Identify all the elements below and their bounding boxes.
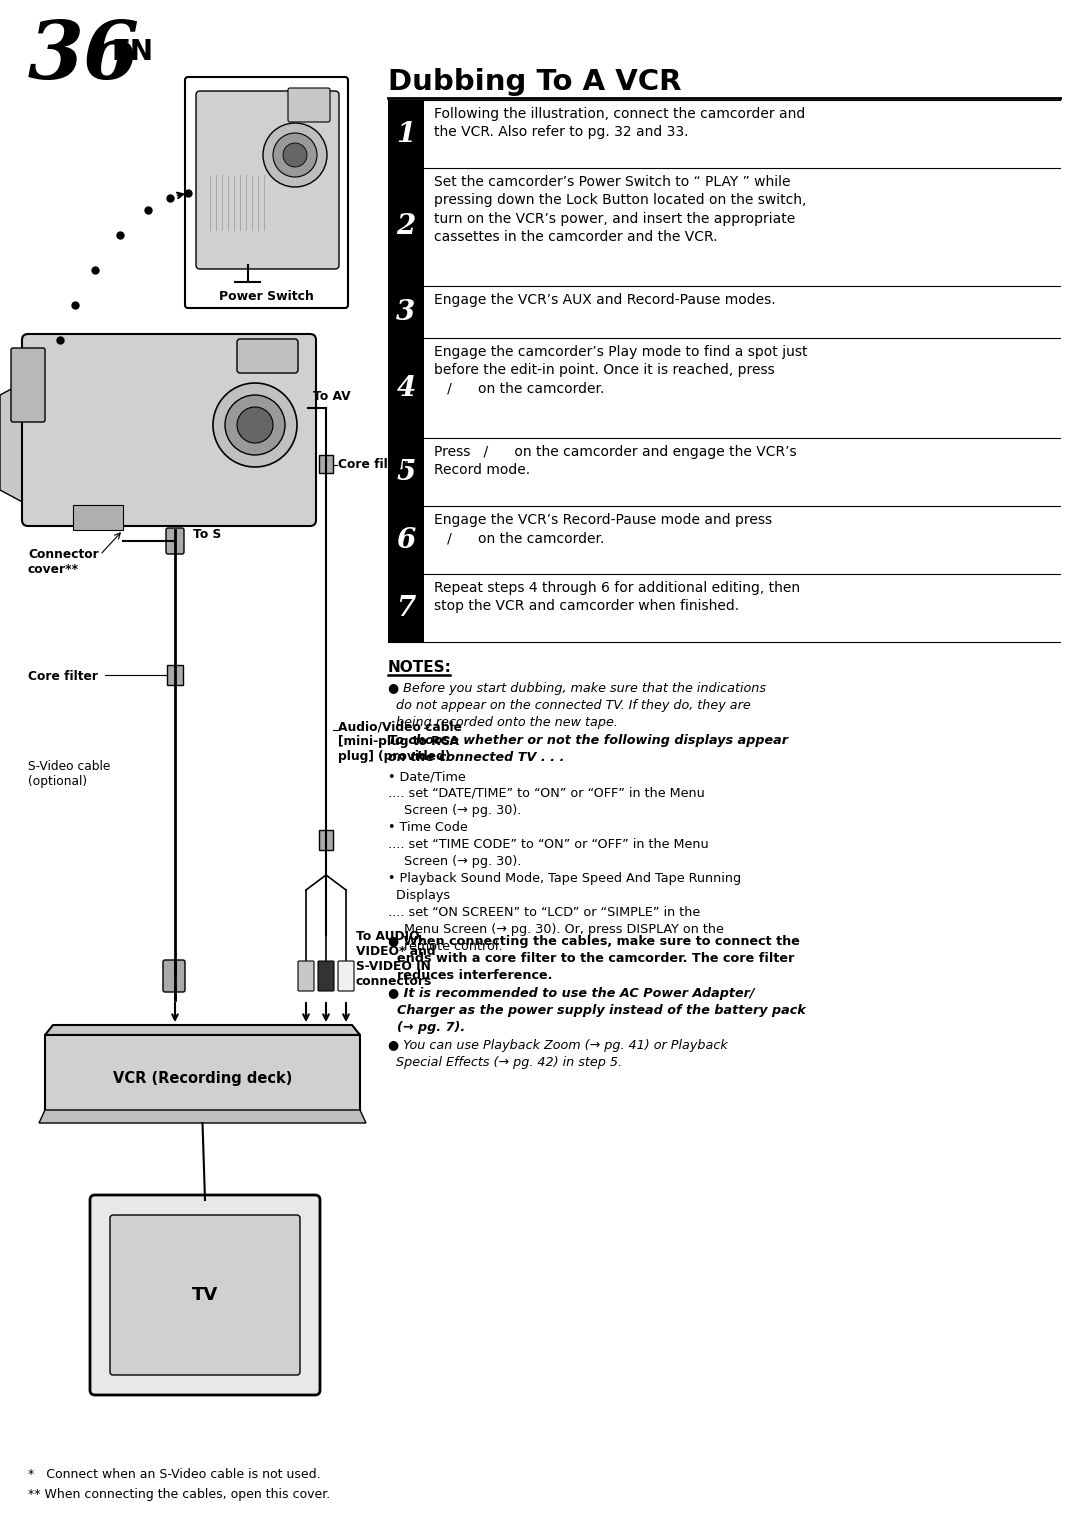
Text: Press   /      on the camcorder and engage the VCR’s
Record mode.: Press / on the camcorder and engage the … <box>434 445 797 477</box>
FancyBboxPatch shape <box>185 77 348 308</box>
Polygon shape <box>0 380 28 504</box>
FancyBboxPatch shape <box>319 829 333 849</box>
FancyBboxPatch shape <box>288 87 330 123</box>
FancyBboxPatch shape <box>110 1216 300 1375</box>
Text: Engage the VCR’s Record-Pause mode and press
   /      on the camcorder.: Engage the VCR’s Record-Pause mode and p… <box>434 514 772 546</box>
Text: • Date/Time
.... set “DATE/TIME” to “ON” or “OFF” in the Menu
    Screen (→ pg. : • Date/Time .... set “DATE/TIME” to “ON”… <box>388 770 741 954</box>
Text: Core filter: Core filter <box>28 670 98 684</box>
Polygon shape <box>45 1026 360 1035</box>
FancyBboxPatch shape <box>298 961 314 990</box>
Text: To AUDIO,
VIDEO* and
S-VIDEO IN
connectors: To AUDIO, VIDEO* and S-VIDEO IN connecto… <box>356 931 435 987</box>
FancyBboxPatch shape <box>166 527 184 553</box>
Text: 3: 3 <box>396 299 416 325</box>
Circle shape <box>237 406 273 443</box>
Text: NOTES:: NOTES: <box>388 661 451 675</box>
Text: Repeat steps 4 through 6 for additional editing, then
stop the VCR and camcorder: Repeat steps 4 through 6 for additional … <box>434 581 800 613</box>
FancyBboxPatch shape <box>338 961 354 990</box>
Text: To choose whether or not the following displays appear
on the connected TV . . .: To choose whether or not the following d… <box>388 734 788 763</box>
Text: 1: 1 <box>396 121 416 147</box>
FancyBboxPatch shape <box>388 169 424 287</box>
Circle shape <box>283 143 307 167</box>
FancyBboxPatch shape <box>167 665 183 685</box>
Text: 2: 2 <box>396 213 416 241</box>
Text: Set the camcorder’s Power Switch to “ PLAY ” while
pressing down the Lock Button: Set the camcorder’s Power Switch to “ PL… <box>434 175 807 244</box>
Text: 36: 36 <box>28 18 140 95</box>
Text: To S: To S <box>193 529 221 541</box>
FancyBboxPatch shape <box>388 287 424 337</box>
Text: 6: 6 <box>396 526 416 553</box>
Text: S-Video cable
(optional): S-Video cable (optional) <box>28 760 110 788</box>
Text: To AV: To AV <box>313 389 351 403</box>
FancyBboxPatch shape <box>388 573 424 642</box>
FancyBboxPatch shape <box>388 337 424 438</box>
FancyBboxPatch shape <box>388 438 424 506</box>
Text: Audio/Video cable
[mini-plug to RCA
plug] (provided): Audio/Video cable [mini-plug to RCA plug… <box>338 721 462 763</box>
Text: Following the illustration, connect the camcorder and
the VCR. Also refer to pg.: Following the illustration, connect the … <box>434 107 806 140</box>
FancyBboxPatch shape <box>11 348 45 422</box>
FancyBboxPatch shape <box>388 506 424 573</box>
Circle shape <box>264 123 327 187</box>
Text: Engage the VCR’s AUX and Record-Pause modes.: Engage the VCR’s AUX and Record-Pause mo… <box>434 293 775 307</box>
Text: ● It is recommended to use the AC Power Adapter/
  Charger as the power supply i: ● It is recommended to use the AC Power … <box>388 987 806 1033</box>
FancyBboxPatch shape <box>163 960 185 992</box>
Circle shape <box>213 383 297 468</box>
Text: Dubbing To A VCR: Dubbing To A VCR <box>388 67 681 97</box>
FancyBboxPatch shape <box>319 455 333 474</box>
FancyBboxPatch shape <box>318 961 334 990</box>
Text: TV: TV <box>192 1286 218 1305</box>
Text: 5: 5 <box>396 458 416 486</box>
Text: Engage the camcorder’s Play mode to find a spot just
before the edit-in point. O: Engage the camcorder’s Play mode to find… <box>434 345 808 396</box>
Text: VCR (Recording deck): VCR (Recording deck) <box>112 1070 293 1085</box>
Text: EN: EN <box>112 38 154 66</box>
Circle shape <box>225 396 285 455</box>
Text: ** When connecting the cables, open this cover.: ** When connecting the cables, open this… <box>28 1489 330 1501</box>
FancyBboxPatch shape <box>73 504 123 530</box>
FancyBboxPatch shape <box>195 90 339 268</box>
Text: *   Connect when an S-Video cable is not used.: * Connect when an S-Video cable is not u… <box>28 1469 321 1481</box>
Text: 4: 4 <box>396 374 416 402</box>
Text: ● Before you start dubbing, make sure that the indications
  do not appear on th: ● Before you start dubbing, make sure th… <box>388 682 766 730</box>
Text: Connector
cover**: Connector cover** <box>28 547 98 576</box>
FancyBboxPatch shape <box>22 334 316 526</box>
Text: Power Switch: Power Switch <box>219 290 314 304</box>
FancyBboxPatch shape <box>45 1035 360 1114</box>
FancyBboxPatch shape <box>388 100 424 169</box>
Text: Core filter: Core filter <box>338 458 408 472</box>
Text: ● You can use Playback Zoom (→ pg. 41) or Playback
  Special Effects (→ pg. 42) : ● You can use Playback Zoom (→ pg. 41) o… <box>388 1039 728 1069</box>
FancyBboxPatch shape <box>237 339 298 373</box>
FancyBboxPatch shape <box>90 1196 320 1395</box>
Circle shape <box>273 133 318 176</box>
Text: ● When connecting the cables, make sure to connect the
  ends with a core filter: ● When connecting the cables, make sure … <box>388 935 800 983</box>
Text: 7: 7 <box>396 595 416 621</box>
Polygon shape <box>39 1110 366 1124</box>
